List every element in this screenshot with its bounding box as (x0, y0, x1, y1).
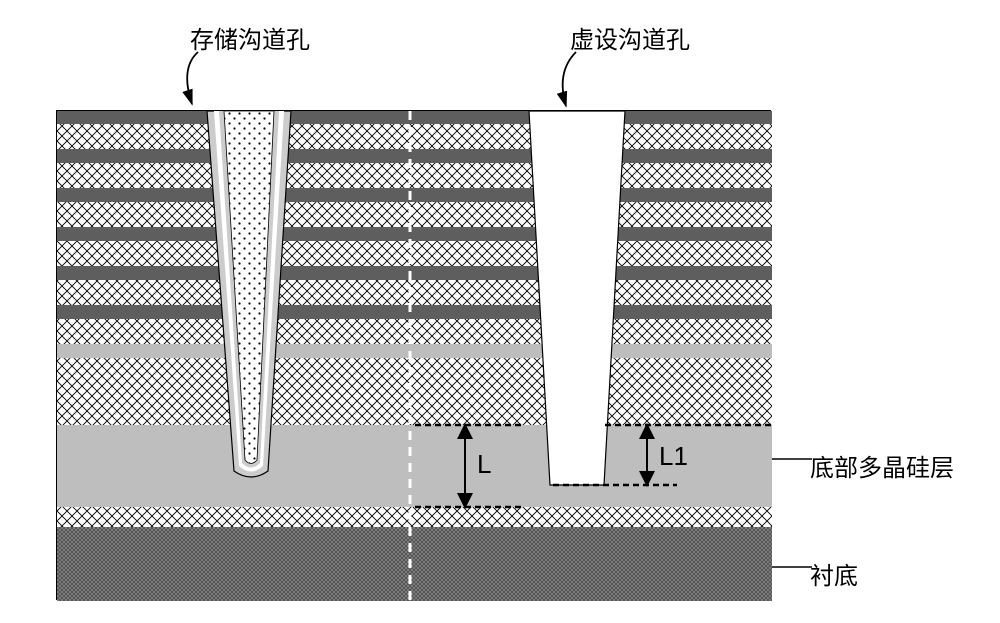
cross-section-svg: L L1 (57, 111, 772, 601)
figure-container: 存储沟道孔 虚设沟道孔 底部多晶硅层 衬底 (20, 20, 980, 603)
label-substrate: 衬底 (810, 556, 858, 591)
leader-substrate (772, 566, 812, 568)
dim-L1-text: L1 (659, 441, 688, 471)
leader-poly (772, 458, 812, 460)
cross-section: L L1 (56, 110, 771, 600)
substrate-layer (57, 527, 772, 601)
top-labels: 存储沟道孔 虚设沟道孔 (20, 20, 980, 110)
dim-L-text: L (477, 449, 491, 479)
label-bottom-poly: 底部多晶硅层 (810, 448, 954, 483)
arrow-dummy (520, 48, 600, 118)
stack-layers (57, 111, 772, 601)
arrow-storage (150, 48, 230, 118)
bottom-xhatch (57, 507, 772, 527)
